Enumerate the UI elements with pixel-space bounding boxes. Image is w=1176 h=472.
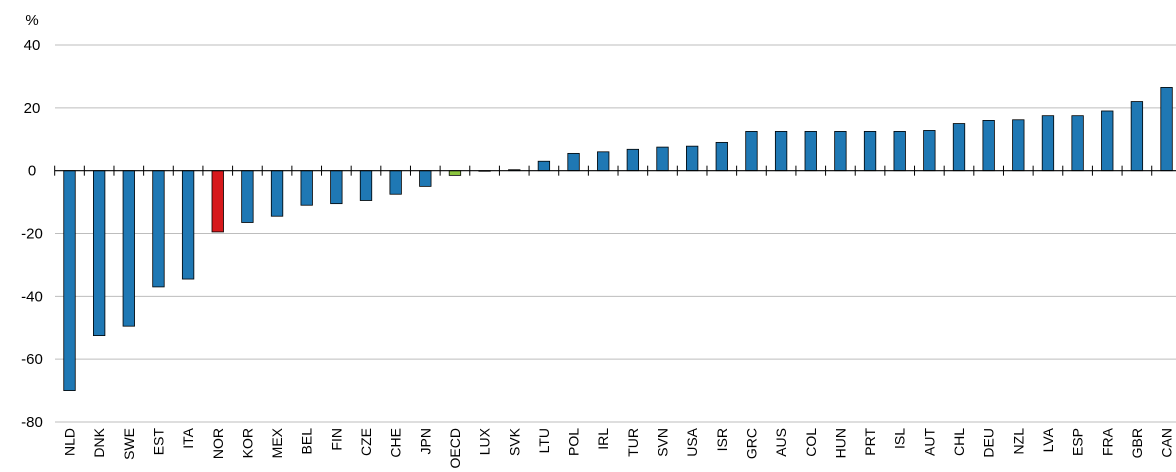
bar-aus bbox=[774, 130, 788, 172]
x-category-label: KOR bbox=[239, 428, 255, 458]
x-category-label: NOR bbox=[210, 428, 226, 459]
bar-che bbox=[389, 170, 402, 195]
y-axis-unit-label: % bbox=[25, 12, 38, 29]
bar-hun bbox=[834, 130, 847, 172]
bar-grc bbox=[745, 130, 758, 172]
x-category-label: LUX bbox=[477, 427, 493, 455]
bar-bel bbox=[300, 170, 313, 206]
category-labels: NLD DNK SWE EST ITA NOR KOR MEX BEL FIN CZE CHE JPN O… bbox=[62, 427, 1175, 468]
bar-tur bbox=[626, 148, 639, 172]
bar-est bbox=[152, 170, 165, 288]
bar-jpn bbox=[419, 170, 432, 187]
bar-dnk bbox=[93, 170, 106, 337]
x-category-label: JPN bbox=[417, 428, 433, 454]
x-category-label: DNK bbox=[91, 427, 107, 457]
x-category-label: AUT bbox=[921, 428, 937, 456]
bar-fin bbox=[330, 170, 343, 205]
x-category-label: NZL bbox=[1010, 428, 1026, 455]
x-category-label: BEL bbox=[299, 428, 315, 455]
bar-deu bbox=[982, 120, 995, 172]
x-category-label: CHE bbox=[388, 428, 404, 458]
bar-irl bbox=[597, 151, 610, 172]
x-category-label: LTU bbox=[536, 428, 552, 453]
bar-usa bbox=[686, 145, 699, 172]
x-category-label: COL bbox=[803, 428, 819, 457]
x-category-label: HUN bbox=[832, 428, 848, 458]
bar-gbr bbox=[1130, 101, 1144, 172]
bar-oecd bbox=[448, 170, 462, 176]
x-category-label: ITA bbox=[180, 427, 196, 448]
x-category-label: ISL bbox=[892, 428, 908, 449]
x-category-label: USA bbox=[684, 427, 700, 456]
x-category-label: TUR bbox=[625, 428, 641, 457]
x-category-label: OECD bbox=[447, 428, 463, 468]
x-category-label: IRL bbox=[595, 428, 611, 450]
bar-isl bbox=[893, 130, 906, 172]
x-category-label: CHL bbox=[951, 428, 967, 456]
x-category-label: GBR bbox=[1129, 428, 1145, 458]
bar-prt bbox=[863, 130, 877, 172]
x-category-label: EST bbox=[150, 428, 166, 456]
bar-ltu bbox=[537, 160, 551, 172]
x-category-label: SWE bbox=[121, 428, 137, 460]
bar-ita bbox=[181, 170, 195, 280]
x-category-label: GRC bbox=[743, 428, 759, 459]
x-category-label: FIN bbox=[328, 428, 344, 451]
bar-col bbox=[804, 130, 817, 172]
x-category-label: FRA bbox=[1099, 427, 1115, 456]
bar-swe bbox=[122, 170, 135, 327]
x-category-label: ISR bbox=[714, 428, 730, 451]
y-tick-label: 40 bbox=[24, 37, 41, 54]
gridlines bbox=[55, 44, 1176, 423]
y-tick-label: -20 bbox=[21, 226, 43, 243]
x-category-label: DEU bbox=[981, 428, 997, 458]
bar-nzl bbox=[1012, 119, 1025, 172]
x-category-label: SVK bbox=[506, 427, 522, 456]
x-category-label: LVA bbox=[1040, 427, 1056, 452]
x-category-label: CAN bbox=[1159, 428, 1175, 458]
x-category-label: SVN bbox=[655, 428, 671, 457]
bar-cze bbox=[359, 170, 373, 201]
y-tick-label: -40 bbox=[21, 288, 43, 305]
bar-fra bbox=[1101, 110, 1114, 172]
bar-esp bbox=[1071, 115, 1084, 172]
bar-lva bbox=[1041, 115, 1055, 172]
bar-nor bbox=[211, 170, 224, 233]
x-category-label: PRT bbox=[862, 428, 878, 456]
bar-mex bbox=[270, 170, 284, 217]
y-tick-label: -80 bbox=[21, 414, 43, 431]
y-tick-label: 20 bbox=[24, 100, 41, 117]
x-category-label: ESP bbox=[1070, 428, 1086, 456]
bar-svn bbox=[656, 146, 669, 172]
x-category-label: AUS bbox=[773, 428, 789, 457]
y-tick-label: 0 bbox=[28, 163, 36, 180]
bar-isr bbox=[715, 141, 728, 172]
bars bbox=[63, 87, 1173, 391]
bar-aut bbox=[923, 130, 936, 172]
x-category-label: CZE bbox=[358, 428, 374, 456]
x-category-label: NLD bbox=[62, 428, 78, 456]
y-axis-ticks: 40 20 0 -20 -40 -60 -80 bbox=[21, 37, 43, 431]
bar-chl bbox=[952, 123, 966, 172]
zero-axis bbox=[54, 165, 1176, 176]
bar-kor bbox=[241, 170, 254, 223]
bar-pol bbox=[567, 152, 580, 172]
y-tick-label: -60 bbox=[21, 351, 43, 368]
x-category-label: MEX bbox=[269, 427, 285, 458]
bar-nld bbox=[63, 170, 76, 391]
x-category-label: POL bbox=[566, 428, 582, 456]
bar-can bbox=[1160, 87, 1173, 172]
